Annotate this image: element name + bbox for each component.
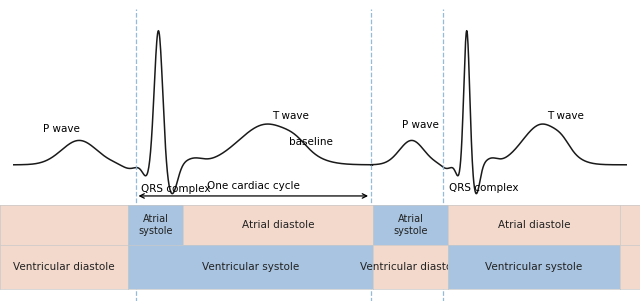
Text: QRS complex: QRS complex [141, 184, 211, 194]
Text: Ventricular diastole: Ventricular diastole [360, 262, 461, 272]
Text: One cardiac cycle: One cardiac cycle [207, 181, 300, 191]
Text: Atrial
systole: Atrial systole [138, 214, 173, 236]
Text: P wave: P wave [402, 119, 439, 130]
Text: P wave: P wave [43, 124, 79, 134]
Text: T wave: T wave [547, 111, 584, 121]
Text: Ventricular systole: Ventricular systole [485, 262, 582, 272]
Text: Atrial
systole: Atrial systole [393, 214, 428, 236]
Text: Atrial diastole: Atrial diastole [242, 220, 314, 230]
Text: Ventricular systole: Ventricular systole [202, 262, 299, 272]
Text: Ventricular diastole: Ventricular diastole [13, 262, 115, 272]
Text: Atrial diastole: Atrial diastole [498, 220, 570, 230]
Text: T wave: T wave [272, 111, 308, 121]
Text: baseline: baseline [289, 137, 333, 147]
Text: QRS complex: QRS complex [449, 183, 518, 193]
